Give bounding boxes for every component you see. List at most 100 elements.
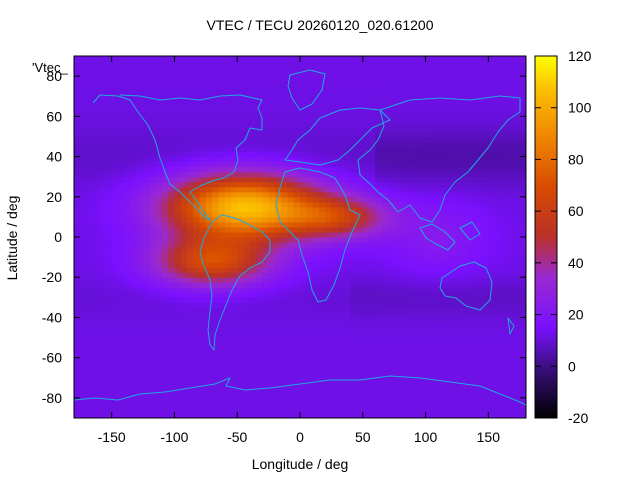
heatmap-cell [300,282,307,288]
heatmap-cell [130,86,138,92]
heatmap-cell [105,377,113,384]
heatmap-cell [500,402,508,409]
heatmap-cell [224,71,232,77]
heatmap-cell [318,297,326,303]
heatmap-cell [306,297,314,303]
heatmap-cell [199,76,207,82]
heatmap-cell [413,397,420,404]
heatmap-cell [463,111,471,117]
heatmap-cell [375,221,383,228]
heatmap-cell [130,397,138,404]
heatmap-cell [300,287,307,293]
heatmap-cell [469,302,477,308]
heatmap-cell [199,91,207,97]
heatmap-cell [419,327,427,334]
heatmap-cell [337,136,345,143]
heatmap-cell [268,392,276,399]
heatmap-cell [469,116,477,122]
heatmap-cell [343,176,351,183]
heatmap-cell [318,362,326,369]
heatmap-cell [300,337,307,344]
heatmap-cell [325,262,332,268]
heatmap-cell [92,342,100,349]
heatmap-cell [413,56,420,62]
heatmap-cell [343,332,351,339]
heatmap-cell [212,367,219,374]
heatmap-cell [205,362,213,369]
heatmap-cell [425,332,433,339]
heatmap-cell [180,267,188,273]
heatmap-cell [74,96,81,102]
heatmap-cell [212,317,219,324]
heatmap-cell [413,196,420,203]
heatmap-cell [431,392,439,399]
heatmap-cell [318,176,326,183]
heatmap-cell [350,76,358,82]
heatmap-cell [86,372,94,379]
heatmap-cell [438,412,445,418]
heatmap-cell [475,292,483,298]
heatmap-cell [469,136,477,143]
heatmap-cell [143,136,150,143]
heatmap-cell [431,302,439,308]
heatmap-cell [425,272,433,278]
heatmap-cell [99,397,106,404]
heatmap-cell [356,111,364,117]
heatmap-cell [193,221,201,228]
heatmap-cell [400,267,408,273]
heatmap-cell [369,392,376,399]
heatmap-cell [168,237,176,243]
heatmap-cell [111,136,119,143]
heatmap-cell [111,116,119,122]
heatmap-cell [469,71,477,77]
heatmap-cell [187,332,194,339]
heatmap-cell [224,397,232,404]
heatmap-cell [400,151,408,158]
heatmap-cell [168,262,176,268]
heatmap-cell [488,171,496,178]
heatmap-cell [500,287,508,293]
heatmap-cell [230,402,238,409]
heatmap-cell [406,402,414,409]
heatmap-cell [293,206,301,213]
heatmap-cell [331,71,339,77]
heatmap-cell [325,362,332,369]
heatmap-cell [494,397,502,404]
heatmap-cell [86,111,94,117]
heatmap-cell [99,302,106,308]
heatmap-cell [218,407,226,414]
heatmap-cell [400,252,408,258]
heatmap-cell [111,352,119,359]
heatmap-cell [143,307,150,314]
heatmap-cell [375,231,383,238]
heatmap-cell [193,201,201,208]
heatmap-cell [463,372,471,379]
heatmap-cell [287,216,295,223]
heatmap-cell [187,307,194,314]
heatmap-cell [281,156,289,163]
heatmap-cell [450,367,458,374]
heatmap-cell [343,262,351,268]
heatmap-cell [274,121,282,127]
heatmap-cell [168,267,176,273]
heatmap-cell [74,332,81,339]
heatmap-cell [463,66,471,72]
heatmap-cell [80,392,88,399]
heatmap-cell [456,186,464,193]
heatmap-cell [180,76,188,82]
heatmap-cell [124,71,132,77]
heatmap-cell [212,247,219,253]
heatmap-cell [475,146,483,153]
heatmap-cell [212,106,219,112]
heatmap-cell [387,397,395,404]
heatmap-cell [300,71,307,77]
heatmap-cell [80,267,88,273]
heatmap-cell [300,372,307,379]
heatmap-cell [161,272,169,278]
heatmap-cell [400,76,408,82]
heatmap-cell [325,332,332,339]
heatmap-cell [243,116,251,122]
heatmap-cell [507,322,515,329]
heatmap-cell [500,302,508,308]
heatmap-cell [400,287,408,293]
